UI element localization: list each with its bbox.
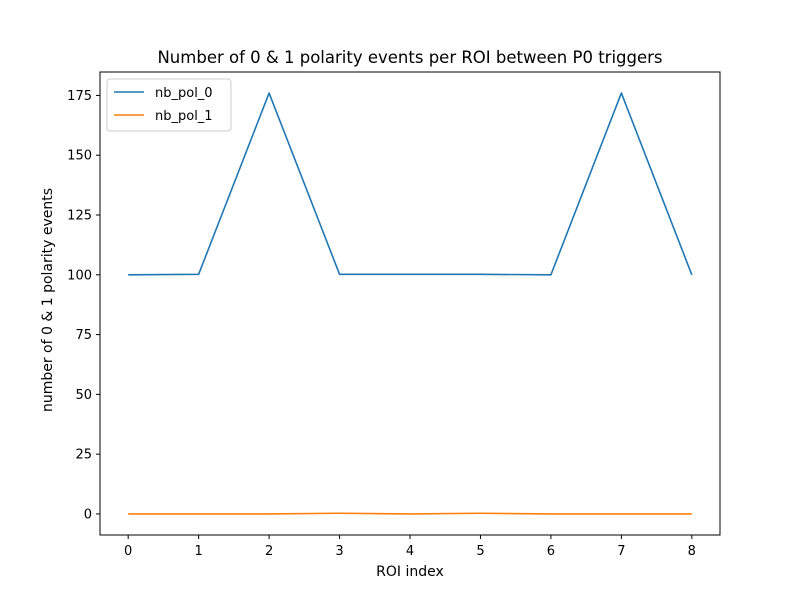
y-tick-label: 175 bbox=[67, 89, 92, 104]
y-tick-label: 25 bbox=[75, 448, 92, 463]
x-tick-label: 3 bbox=[335, 544, 343, 559]
legend-label: nb_pol_0 bbox=[155, 86, 213, 101]
x-tick-label: 4 bbox=[406, 544, 414, 559]
x-axis: 0 1 2 3 4 5 6 7 8 bbox=[124, 535, 696, 559]
y-axis: 0 25 50 75 100 125 150 175 bbox=[67, 89, 100, 522]
x-tick-label: 8 bbox=[688, 544, 696, 559]
y-tick-label: 50 bbox=[75, 388, 92, 403]
x-tick-label: 1 bbox=[194, 544, 202, 559]
series-line-nb-pol-0 bbox=[128, 92, 693, 276]
legend: nb_pol_0 nb_pol_1 bbox=[106, 78, 232, 132]
x-tick-label: 7 bbox=[617, 544, 625, 559]
legend-label: nb_pol_1 bbox=[155, 109, 213, 124]
x-tick-label: 5 bbox=[476, 544, 484, 559]
plot-frame bbox=[99, 71, 721, 536]
y-tick-label: 75 bbox=[75, 328, 92, 343]
y-axis-label: number of 0 & 1 polarity events bbox=[40, 188, 56, 412]
y-tick-label: 150 bbox=[67, 149, 92, 164]
x-tick-label: 6 bbox=[547, 544, 555, 559]
plot-area bbox=[128, 92, 693, 515]
series-line-nb-pol-1 bbox=[128, 512, 692, 515]
y-tick-label: 125 bbox=[67, 209, 92, 224]
x-tick-label: 0 bbox=[124, 544, 132, 559]
x-axis-label: ROI index bbox=[376, 564, 444, 580]
x-tick-label: 2 bbox=[265, 544, 273, 559]
chart-title: Number of 0 & 1 polarity events per ROI … bbox=[157, 48, 662, 67]
y-tick-label: 100 bbox=[67, 268, 92, 283]
y-tick-label: 0 bbox=[84, 507, 92, 522]
